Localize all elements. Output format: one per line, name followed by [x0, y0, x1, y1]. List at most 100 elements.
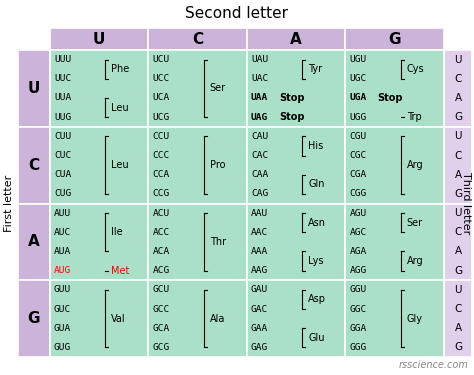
Text: C: C — [454, 74, 462, 84]
Text: Thr: Thr — [210, 237, 226, 247]
Bar — [247, 204, 346, 280]
Text: A: A — [455, 246, 462, 256]
Text: CGU: CGU — [349, 132, 367, 141]
Text: UGG: UGG — [349, 112, 367, 122]
Bar — [247, 280, 346, 357]
Text: Leu: Leu — [111, 160, 129, 170]
Text: C: C — [454, 150, 462, 160]
Text: Glu: Glu — [308, 333, 325, 343]
Text: GUA: GUA — [54, 324, 71, 333]
Text: G: G — [28, 311, 40, 326]
Bar — [18, 280, 50, 357]
Text: CCA: CCA — [153, 170, 170, 179]
Text: UCC: UCC — [153, 74, 170, 83]
Text: U: U — [454, 208, 462, 218]
Bar — [50, 280, 148, 357]
Text: A: A — [291, 32, 302, 46]
Bar — [346, 127, 444, 204]
Bar — [346, 28, 444, 50]
Text: GUU: GUU — [54, 285, 71, 294]
Text: First letter: First letter — [4, 175, 14, 232]
Text: Leu: Leu — [111, 103, 129, 112]
Text: UGC: UGC — [349, 74, 367, 83]
Text: CUG: CUG — [54, 189, 71, 198]
Bar — [50, 127, 148, 204]
Bar — [346, 204, 444, 280]
Text: UAA: UAA — [251, 93, 268, 102]
Text: Phe: Phe — [111, 64, 129, 74]
Text: AGA: AGA — [349, 247, 367, 256]
Text: GCG: GCG — [153, 343, 170, 352]
Bar — [444, 50, 472, 127]
Text: GGC: GGC — [349, 304, 367, 313]
Text: GAG: GAG — [251, 343, 268, 352]
Text: G: G — [454, 266, 462, 276]
Text: AAG: AAG — [251, 266, 268, 275]
Text: CGA: CGA — [349, 170, 367, 179]
Text: AGC: AGC — [349, 228, 367, 237]
Text: GAA: GAA — [251, 324, 268, 333]
Bar — [148, 50, 247, 127]
Text: AAC: AAC — [251, 228, 268, 237]
Text: CCU: CCU — [153, 132, 170, 141]
Text: GGG: GGG — [349, 343, 367, 352]
Bar — [18, 50, 50, 127]
Text: Met: Met — [111, 266, 129, 276]
Text: His: His — [308, 141, 323, 151]
Text: Val: Val — [111, 314, 126, 324]
Text: UAU: UAU — [251, 55, 268, 64]
Bar — [247, 28, 346, 50]
Bar — [18, 127, 50, 204]
Text: GUC: GUC — [54, 304, 71, 313]
Text: ACG: ACG — [153, 266, 170, 275]
Text: UAC: UAC — [251, 74, 268, 83]
Text: GGA: GGA — [349, 324, 367, 333]
Text: GUG: GUG — [54, 343, 71, 352]
Text: Ile: Ile — [111, 227, 123, 237]
Text: AUG: AUG — [54, 266, 71, 275]
Bar — [50, 28, 148, 50]
Text: U: U — [454, 55, 462, 64]
Bar — [50, 204, 148, 280]
Text: CCG: CCG — [153, 189, 170, 198]
Bar — [247, 127, 346, 204]
Text: Arg: Arg — [407, 160, 423, 170]
Text: AAU: AAU — [251, 209, 268, 218]
Bar — [50, 50, 148, 127]
Bar — [148, 204, 247, 280]
Text: CUC: CUC — [54, 151, 71, 160]
Text: G: G — [454, 342, 462, 352]
Text: AUC: AUC — [54, 228, 71, 237]
Text: UUA: UUA — [54, 93, 71, 102]
Text: C: C — [192, 32, 203, 46]
Bar — [444, 280, 472, 357]
Text: GCC: GCC — [153, 304, 170, 313]
Text: CAU: CAU — [251, 132, 268, 141]
Text: C: C — [28, 158, 39, 172]
Text: U: U — [28, 81, 40, 96]
Text: CGG: CGG — [349, 189, 367, 198]
Text: GAC: GAC — [251, 304, 268, 313]
Text: UAG: UAG — [251, 112, 268, 122]
Bar — [18, 204, 50, 280]
Text: CAG: CAG — [251, 189, 268, 198]
Bar — [247, 50, 346, 127]
Text: Asn: Asn — [308, 217, 326, 228]
Text: CCC: CCC — [153, 151, 170, 160]
Text: AAA: AAA — [251, 247, 268, 256]
Text: A: A — [455, 170, 462, 180]
Text: CUU: CUU — [54, 132, 71, 141]
Text: UGU: UGU — [349, 55, 367, 64]
Text: Stop: Stop — [279, 93, 304, 103]
Text: Arg: Arg — [407, 256, 423, 266]
Bar — [148, 280, 247, 357]
Text: Gly: Gly — [407, 314, 423, 324]
Text: AGU: AGU — [349, 209, 367, 218]
Text: Stop: Stop — [377, 93, 403, 103]
Text: CGC: CGC — [349, 151, 367, 160]
Text: U: U — [454, 285, 462, 295]
Text: Ser: Ser — [210, 83, 226, 93]
Text: AGG: AGG — [349, 266, 367, 275]
Text: A: A — [455, 93, 462, 103]
Text: UUG: UUG — [54, 112, 71, 122]
